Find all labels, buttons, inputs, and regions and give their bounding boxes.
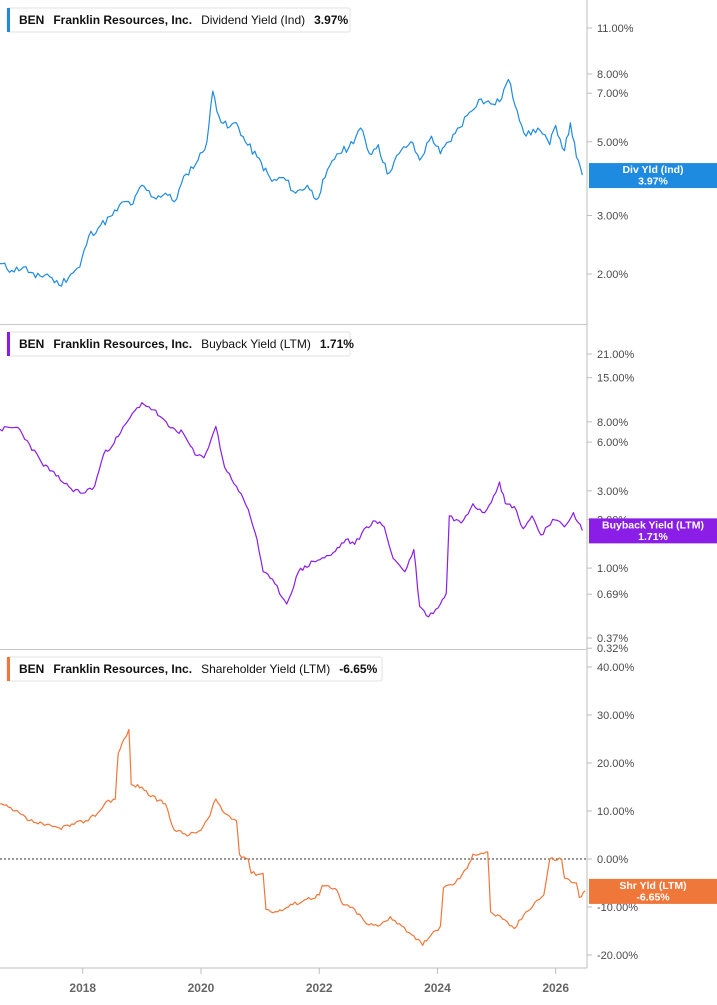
value-flag-title: Shr Yld (LTM): [619, 880, 686, 892]
legend-color-chip: [7, 657, 10, 681]
legend-label: BEN Franklin Resources, Inc. Dividend Yiel…: [19, 13, 348, 27]
panel-buyback: 21.00%15.00%8.00%6.00%3.00%2.00%1.00%0.6…: [0, 324, 717, 655]
legend-ticker: BEN: [19, 337, 44, 351]
y-tick-label: 30.00%: [597, 710, 635, 722]
legend-label: BEN Franklin Resources, Inc. Buyback Yield…: [19, 337, 354, 351]
value-flag-box: [589, 878, 717, 904]
x-tick-label: 2018: [69, 981, 96, 995]
y-tick-label: 0.32%: [597, 643, 628, 655]
series-line-dividend: [0, 78, 583, 287]
y-tick-label: 2.00%: [597, 269, 628, 281]
y-tick-label: -20.00%: [597, 950, 638, 962]
series-line-shareholder: [0, 728, 586, 946]
value-flag-box: [589, 518, 717, 544]
y-tick-label: 11.00%: [597, 23, 634, 35]
y-tick-label: 6.00%: [597, 437, 628, 449]
legend-buyback: BEN Franklin Resources, Inc. Buyback Yield…: [6, 331, 354, 357]
legend-company: Franklin Resources, Inc.: [53, 13, 192, 27]
legend-value: 3.97%: [314, 13, 348, 27]
legend-company: Franklin Resources, Inc.: [53, 337, 192, 351]
y-tick-label: 40.00%: [597, 662, 635, 674]
legend-label: BEN Franklin Resources, Inc. Shareholder Y…: [19, 662, 378, 676]
legend-color-chip: [7, 332, 10, 356]
value-flag-buyback: Buyback Yield (LTM)1.71%: [589, 518, 717, 544]
legend-metric: Shareholder Yield (LTM): [201, 662, 330, 676]
legend-ticker: BEN: [19, 13, 44, 27]
y-tick-label: 7.00%: [597, 88, 628, 100]
legend-value: 1.71%: [320, 337, 354, 351]
y-tick-label: -10.00%: [597, 902, 638, 914]
y-tick-label: 0.37%: [597, 633, 628, 645]
y-tick-label: 20.00%: [597, 758, 635, 770]
series-line-buyback: [0, 402, 583, 618]
legend-shareholder: BEN Franklin Resources, Inc. Shareholder Y…: [6, 656, 383, 682]
value-flag-title: Buyback Yield (LTM): [602, 519, 704, 531]
x-tick-label: 2020: [188, 981, 215, 995]
value-flag-title: Div Yld (Ind): [622, 164, 683, 176]
y-tick-label: 8.00%: [597, 417, 628, 429]
legend-dividend: BEN Franklin Resources, Inc. Dividend Yiel…: [6, 7, 351, 33]
y-tick-label: 0.69%: [597, 589, 628, 601]
y-tick-label: 3.00%: [597, 210, 628, 222]
x-tick-label: 2022: [306, 981, 333, 995]
y-tick-label: 1.00%: [597, 563, 628, 575]
y-tick-label: 21.00%: [597, 349, 635, 361]
y-tick-label: 10.00%: [597, 806, 635, 818]
legend-metric: Buyback Yield (LTM): [201, 337, 311, 351]
value-flag-value: -6.65%: [636, 891, 670, 903]
legend-metric: Dividend Yield (Ind): [201, 13, 305, 27]
panel-shareholder: 40.00% 30.00% 20.00% 10.00% 0.00% -10.00% -20.…: [0, 649, 717, 962]
value-flag-value: 3.97%: [638, 176, 668, 188]
value-flag-dividend: Div Yld (Ind)3.97%: [589, 163, 717, 189]
legend-company: Franklin Resources, Inc.: [53, 662, 192, 676]
panel-dividend: 11.00% 8.00% 7.00% 5.00% 3.00% 2.00% BEN Frankl…: [0, 7, 717, 287]
legend-value: -6.65%: [339, 662, 377, 676]
y-tick-label: 0.00%: [597, 854, 628, 866]
value-flag-box: [589, 163, 717, 189]
y-tick-label: 3.00%: [597, 486, 628, 498]
legend-ticker: BEN: [19, 662, 44, 676]
y-tick-label: 5.00%: [597, 137, 628, 149]
x-tick-label: 2026: [542, 981, 569, 995]
y-tick-label: 8.00%: [597, 69, 628, 81]
value-flag-shareholder: Shr Yld (LTM)-6.65%: [589, 878, 717, 904]
legend-color-chip: [7, 8, 10, 32]
value-flag-value: 1.71%: [638, 531, 668, 543]
x-tick-label: 2024: [424, 981, 451, 995]
y-tick-label: 15.00%: [597, 373, 635, 385]
